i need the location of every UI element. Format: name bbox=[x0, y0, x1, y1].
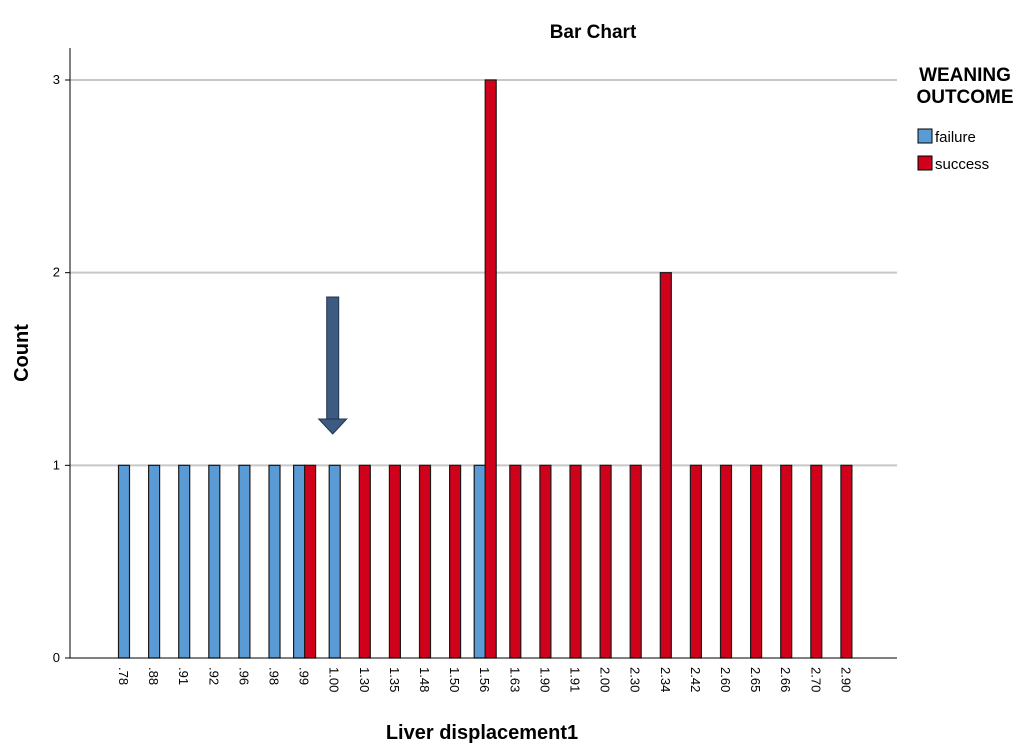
x-tick-label: .88 bbox=[146, 667, 161, 685]
bar-failure-p78 bbox=[117, 464, 131, 659]
bar-success-1p91 bbox=[569, 464, 582, 659]
x-tick-label: 2.00 bbox=[598, 667, 613, 692]
bar-success-1p90 bbox=[539, 464, 552, 659]
legend-title-line-2: OUTCOME bbox=[916, 87, 1013, 108]
bars bbox=[117, 79, 853, 659]
x-tick-label: .98 bbox=[267, 667, 282, 685]
bar-failure-p96 bbox=[238, 464, 251, 659]
x-tick-label: 2.66 bbox=[778, 667, 793, 692]
y-axis-title: Count bbox=[11, 324, 33, 382]
y-tick-label: 3 bbox=[53, 72, 60, 87]
y-tick-label: 0 bbox=[53, 650, 60, 665]
bar-success-1p30 bbox=[358, 464, 371, 659]
bar-success-2p42 bbox=[689, 464, 703, 659]
x-tick-label: 1.35 bbox=[387, 667, 402, 692]
bar-failure-p91 bbox=[178, 464, 191, 659]
bar-success-2p00 bbox=[599, 464, 612, 659]
bar-success-1p56 bbox=[484, 79, 497, 659]
chart-title: Bar Chart bbox=[550, 22, 637, 43]
legend-swatch-success bbox=[917, 155, 933, 171]
x-tick-label: 2.65 bbox=[748, 667, 763, 692]
x-tick-label: 2.70 bbox=[808, 667, 823, 692]
arrow-shaft bbox=[326, 296, 340, 420]
bar-success-1p35 bbox=[388, 464, 401, 659]
x-tick-label: .99 bbox=[297, 667, 312, 685]
bar-success-2p30 bbox=[629, 464, 642, 659]
legend-label-success: success bbox=[935, 156, 989, 173]
legend-label-failure: failure bbox=[935, 129, 976, 146]
x-tick-label: 2.90 bbox=[838, 667, 853, 692]
bar-failure-p88 bbox=[148, 464, 161, 659]
x-tick-label: 1.50 bbox=[447, 667, 462, 692]
x-tick-label: 2.30 bbox=[628, 667, 643, 692]
x-axis-ticks: .78 .88 .91 .92 .96 .98 .99 1.00 1.30 1.35 1.48 1.5… bbox=[116, 667, 853, 692]
bar-success-2p65 bbox=[749, 464, 763, 659]
bar-failure-p99 bbox=[293, 464, 306, 659]
bar-success-2p70 bbox=[810, 464, 823, 659]
x-tick-label: .96 bbox=[236, 667, 251, 685]
arrow-head bbox=[317, 418, 348, 435]
bar-failure-1p56 bbox=[473, 464, 486, 659]
annotation-arrow bbox=[317, 296, 348, 435]
bar-success-1p50 bbox=[449, 464, 462, 659]
x-tick-label: 2.34 bbox=[658, 667, 673, 692]
x-tick-label: 1.00 bbox=[327, 667, 342, 692]
x-tick-label: .78 bbox=[116, 667, 131, 685]
bar-success-2p90 bbox=[840, 464, 853, 659]
bar-failure-1p00 bbox=[328, 464, 341, 659]
x-tick-label: 2.60 bbox=[718, 667, 733, 692]
bar-success-2p60 bbox=[719, 464, 733, 659]
x-tick-label: .91 bbox=[176, 667, 191, 685]
y-tick-label: 2 bbox=[53, 265, 60, 280]
x-tick-label: 1.90 bbox=[537, 667, 552, 692]
bar-success-2p34 bbox=[659, 272, 672, 659]
bar-success-1p63 bbox=[509, 464, 522, 659]
bar-failure-p98 bbox=[268, 464, 281, 659]
x-axis-title: Liver displacement1 bbox=[386, 722, 578, 744]
x-tick-label: 1.56 bbox=[477, 667, 492, 692]
x-tick-label: 1.30 bbox=[357, 667, 372, 692]
legend-title-line-1: WEANING bbox=[919, 65, 1011, 86]
legend-swatch-failure bbox=[917, 128, 933, 144]
gridlines bbox=[70, 79, 897, 467]
bar-success-1p48 bbox=[418, 464, 432, 659]
x-tick-label: 1.48 bbox=[417, 667, 432, 692]
x-tick-label: .92 bbox=[206, 667, 221, 685]
y-axis-ticks: 0 1 2 3 bbox=[53, 72, 70, 665]
y-tick-label: 1 bbox=[53, 457, 60, 472]
bar-failure-p92 bbox=[208, 464, 221, 659]
x-tick-label: 2.42 bbox=[688, 667, 703, 692]
x-tick-label: 1.63 bbox=[507, 667, 522, 692]
x-tick-label: 1.91 bbox=[568, 667, 583, 692]
bar-success-2p66 bbox=[780, 464, 793, 659]
bar-success-p99 bbox=[304, 464, 317, 659]
legend: WEANING OUTCOME failure success bbox=[916, 65, 1013, 173]
